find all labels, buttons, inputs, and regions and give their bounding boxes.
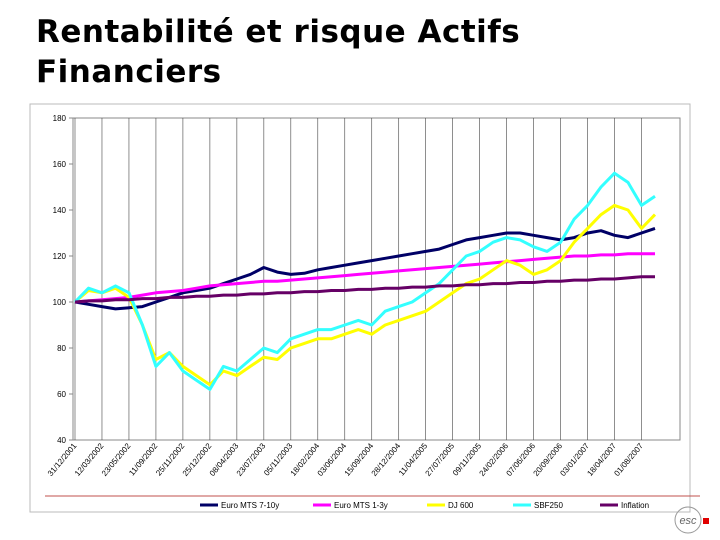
slide-title: Rentabilité et risque Actifs Financiers bbox=[36, 14, 521, 90]
series-line bbox=[73, 171, 656, 391]
logo-ring bbox=[674, 506, 702, 534]
legend-label: Euro MTS 7-10y bbox=[221, 501, 279, 510]
y-tick-label: 60 bbox=[57, 390, 66, 399]
legend-label: Euro MTS 1-3y bbox=[334, 501, 388, 510]
y-tick-label: 180 bbox=[53, 114, 67, 123]
legend-label: Inflation bbox=[621, 501, 649, 510]
y-tick-label: 100 bbox=[53, 298, 67, 307]
y-tick-label: 140 bbox=[53, 206, 67, 215]
logo-text: esc bbox=[679, 515, 697, 527]
legend-label: DJ 600 bbox=[448, 501, 474, 510]
logo: esc bbox=[674, 506, 709, 534]
legend: Euro MTS 7-10y Euro MTS 1-3y DJ 600 SBF250 I… bbox=[200, 501, 649, 510]
logo-square bbox=[703, 518, 709, 524]
legend-label: SBF250 bbox=[534, 501, 563, 510]
y-tick-label: 160 bbox=[53, 160, 67, 169]
y-tick-label: 120 bbox=[53, 252, 67, 261]
y-tick-label: 80 bbox=[57, 344, 66, 353]
series-line bbox=[74, 275, 655, 304]
series-line bbox=[74, 252, 655, 304]
y-tick-label: 40 bbox=[57, 436, 66, 445]
